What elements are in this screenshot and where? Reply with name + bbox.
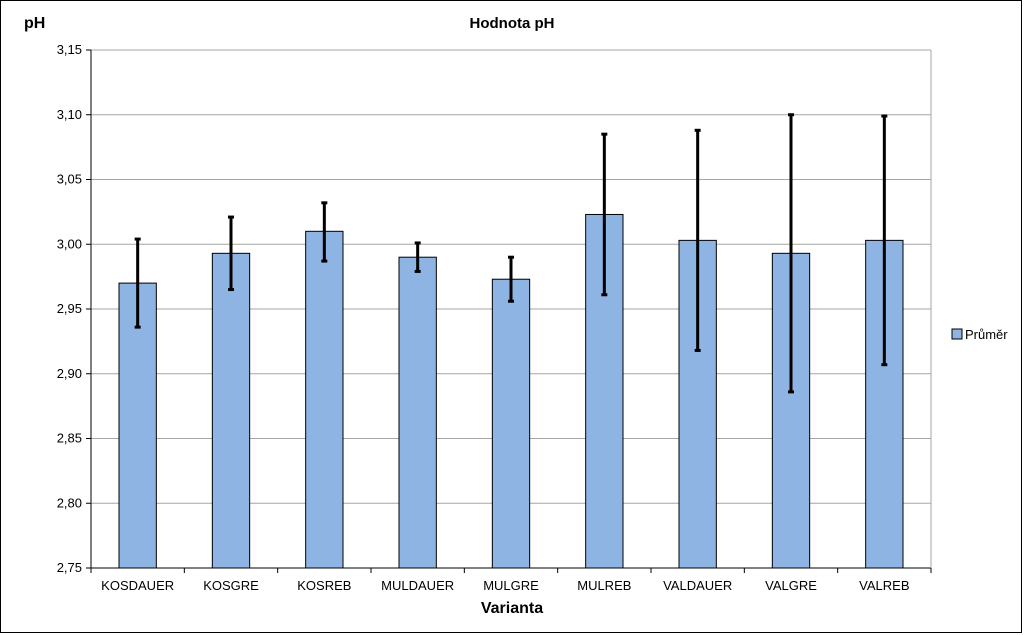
y-axis-title: pH: [24, 15, 45, 32]
y-tick-label: 3,00: [57, 236, 82, 251]
chart-title: Hodnota pH: [470, 15, 555, 32]
y-tick-label: 2,90: [57, 366, 82, 381]
x-tick-label: KOSDAUER: [101, 578, 174, 593]
bars: [118, 213, 904, 569]
bar: [118, 282, 157, 569]
legend: Průměr: [951, 327, 1008, 342]
x-tick-label: KOSREB: [297, 578, 351, 593]
x-tick-label: MULREB: [577, 578, 631, 593]
y-tick-label: 2,95: [57, 301, 82, 316]
x-tick-label: MULGRE: [483, 578, 539, 593]
bar: [398, 256, 437, 569]
y-tick-label: 3,10: [57, 107, 82, 122]
y-tick-label: 2,80: [57, 495, 82, 510]
x-axis-title: Varianta: [481, 600, 543, 617]
x-tick-label: MULDAUER: [381, 578, 454, 593]
y-tick-label: 3,05: [57, 172, 82, 187]
y-tick-label: 3,15: [57, 42, 82, 57]
legend-label: Průměr: [965, 327, 1008, 342]
x-tick-label: KOSGRE: [203, 578, 259, 593]
legend-swatch: [951, 328, 963, 340]
x-tick-label: VALREB: [859, 578, 909, 593]
y-tick-label: 2,85: [57, 431, 82, 446]
bar: [211, 252, 251, 569]
y-tick-label: 2,75: [57, 560, 82, 575]
x-tick-label: VALGRE: [765, 578, 817, 593]
error-bars: [134, 113, 888, 394]
x-tick-label: VALDAUER: [663, 578, 732, 593]
y-tick-labels: 2,75 2,80 2,85 2,90 2,95 3,00 3,05 3,10 3,15: [57, 42, 91, 575]
x-tick-labels: KOSDAUER KOSGRE KOSREB MULDAUER MULGRE MULREB…: [90, 568, 932, 593]
bar: [491, 278, 531, 569]
bar: [305, 230, 344, 569]
